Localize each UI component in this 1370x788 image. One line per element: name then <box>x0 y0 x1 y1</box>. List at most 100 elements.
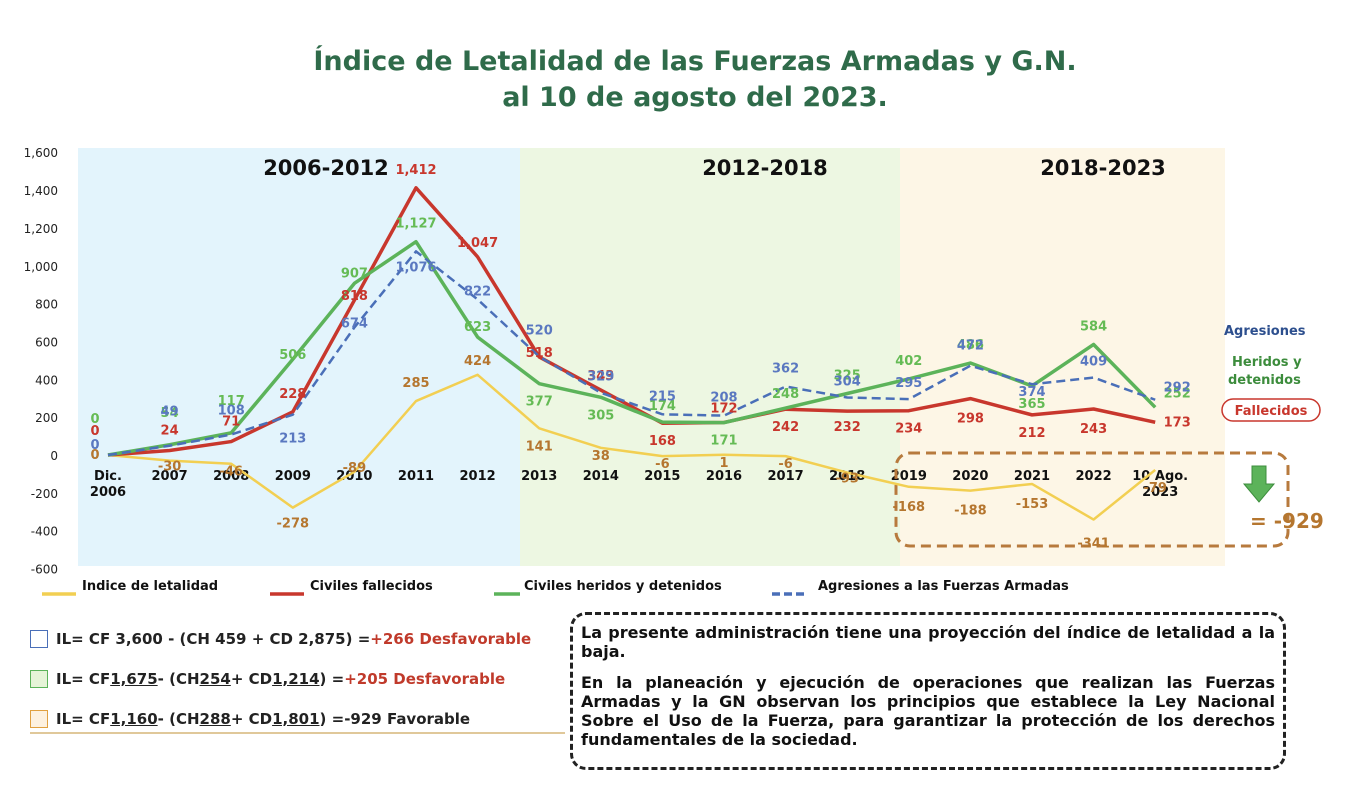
lethality-value-label: 141 <box>526 439 553 454</box>
killed-value-label: 172 <box>710 401 737 416</box>
killed-value-label: 1,047 <box>457 236 498 251</box>
killed-value-label: 212 <box>1018 426 1045 441</box>
attacks-value-label: 822 <box>464 284 491 299</box>
wounded-value-label: 174 <box>649 399 676 414</box>
lethality-value-label: -6 <box>655 457 669 472</box>
y-tick-label: 1,200 <box>24 222 58 236</box>
y-tick-label: 0 <box>50 449 58 463</box>
attacks-value-label: 0 <box>90 438 99 453</box>
wounded-value-label: 0 <box>90 412 99 427</box>
y-tick-label: 200 <box>35 411 58 425</box>
x-tick-label: 2009 <box>275 469 311 484</box>
killed-value-label: 518 <box>526 346 553 361</box>
x-tick-label: 2013 <box>521 469 557 484</box>
formula-3-part: - (CH <box>157 710 200 728</box>
formula-2-ch: 254 <box>199 670 231 688</box>
attacks-value-label: 374 <box>1018 385 1045 400</box>
formula-underline <box>30 732 565 734</box>
y-tick-label: 1,000 <box>24 260 58 274</box>
note-paragraph-2: En la planeación y ejecución de operacio… <box>581 673 1275 749</box>
wounded-value-label: 402 <box>895 354 922 369</box>
killed-value-label: 173 <box>1164 415 1191 430</box>
attacks-value-label: 409 <box>1080 355 1107 370</box>
x-tick-label: 2023 <box>1142 485 1178 500</box>
chart-title-line2: al 10 de agosto del 2023. <box>502 82 888 113</box>
wounded-value-label: 1,127 <box>395 217 436 232</box>
killed-value-label: 168 <box>649 434 676 449</box>
formula-3-cf: 1,160 <box>110 710 158 728</box>
x-tick-label: 2011 <box>398 469 434 484</box>
attacks-value-label: 329 <box>587 370 614 385</box>
x-tick-label: 2022 <box>1076 469 1112 484</box>
lethality-index-line <box>107 373 1156 521</box>
killed-value-label: 71 <box>222 415 240 430</box>
wounded-value-label: 506 <box>279 348 306 363</box>
attacks-value-label: 362 <box>772 361 799 376</box>
wounded-value-label: 305 <box>587 408 614 423</box>
y-tick-label: -400 <box>31 525 58 539</box>
attacks-value-label: 213 <box>279 432 306 447</box>
formula-row-1: IL= CF 3,600 - (CH 459 + CD 2,875) = +26… <box>30 630 531 648</box>
y-tick-label: 1,400 <box>24 184 58 198</box>
attacks-value-label: 674 <box>341 316 368 331</box>
lethality-value-label: -341 <box>1077 537 1110 552</box>
y-tick-label: -200 <box>31 487 58 501</box>
x-tick-label: 2021 <box>1014 469 1050 484</box>
y-tick-label: 1,600 <box>24 146 58 160</box>
y-tick-label: 400 <box>35 373 58 387</box>
lethality-value-label: -30 <box>158 460 182 475</box>
x-tick-label: 2018 <box>829 469 865 484</box>
lethality-value-label: -278 <box>277 517 310 532</box>
y-tick-label: 800 <box>35 298 58 312</box>
x-tick-label: 2017 <box>768 469 804 484</box>
wounded-value-label: 325 <box>834 368 861 383</box>
end-label-heridos-1: Heridos y <box>1232 355 1302 370</box>
formula-2-part: ) = <box>319 670 345 688</box>
formula-2-part: IL= CF <box>56 670 111 688</box>
wounded-value-label: 365 <box>1018 397 1045 412</box>
formula-2-cd: 1,214 <box>272 670 320 688</box>
y-tick-label: -600 <box>31 563 58 577</box>
legend-label: Indice de letalidad <box>82 579 218 594</box>
recent-period-annotation-box <box>894 451 1290 548</box>
chart-title-line1: Índice de Letalidad de las Fuerzas Armad… <box>313 46 1077 77</box>
wounded-value-label: 54 <box>161 406 179 421</box>
formula-2-part: + CD <box>230 670 273 688</box>
killed-value-label: 232 <box>834 420 861 435</box>
x-tick-label: 2016 <box>706 469 742 484</box>
wounded-value-label: 117 <box>218 394 245 409</box>
period-label-1: 2006-2012 <box>263 156 389 180</box>
note-paragraph-1: La presente administración tiene una pro… <box>581 623 1275 661</box>
y-tick-label: 600 <box>35 335 58 349</box>
attacks-value-label: 215 <box>649 389 676 404</box>
formula-1-text: IL= CF 3,600 - (CH 459 + CD 2,875) = <box>56 630 371 648</box>
killed-value-label: 1,412 <box>395 163 436 178</box>
lethality-value-label: -89 <box>343 461 367 476</box>
wounded-value-label: 486 <box>957 338 984 353</box>
attacks-value-label: 208 <box>710 391 737 406</box>
formula-2-cf: 1,675 <box>110 670 158 688</box>
formula-3-ch: 288 <box>199 710 231 728</box>
killed-value-label: 818 <box>341 289 368 304</box>
attacks-value-label: 1,076 <box>395 260 436 275</box>
period-band-3 <box>900 148 1225 566</box>
lethality-value-label: 0 <box>90 448 99 463</box>
lethality-value-label: 424 <box>464 354 491 369</box>
lethality-value-label: -79 <box>1143 481 1167 496</box>
attacks-value-label: 304 <box>834 374 861 389</box>
wounded-value-label: 907 <box>341 266 368 281</box>
formula-swatch-orange <box>30 710 48 728</box>
period-band-1 <box>78 148 520 566</box>
x-tick-label: 2019 <box>891 469 927 484</box>
attacks-armed-forces-line <box>107 250 1156 457</box>
formula-row-2: IL= CF 1,675 - (CH 254 + CD 1,214) = +20… <box>30 670 505 688</box>
wounded-value-label: 377 <box>526 395 553 410</box>
lethality-total-label: = -929 <box>1250 509 1324 533</box>
wounded-value-label: 623 <box>464 320 491 335</box>
attacks-value-label: 520 <box>526 324 553 339</box>
end-label-agresiones: Agresiones <box>1224 324 1306 339</box>
lethality-value-label: -168 <box>893 500 926 515</box>
period-band-2 <box>520 148 900 566</box>
x-tick-label: 2015 <box>644 469 680 484</box>
formula-swatch-green <box>30 670 48 688</box>
